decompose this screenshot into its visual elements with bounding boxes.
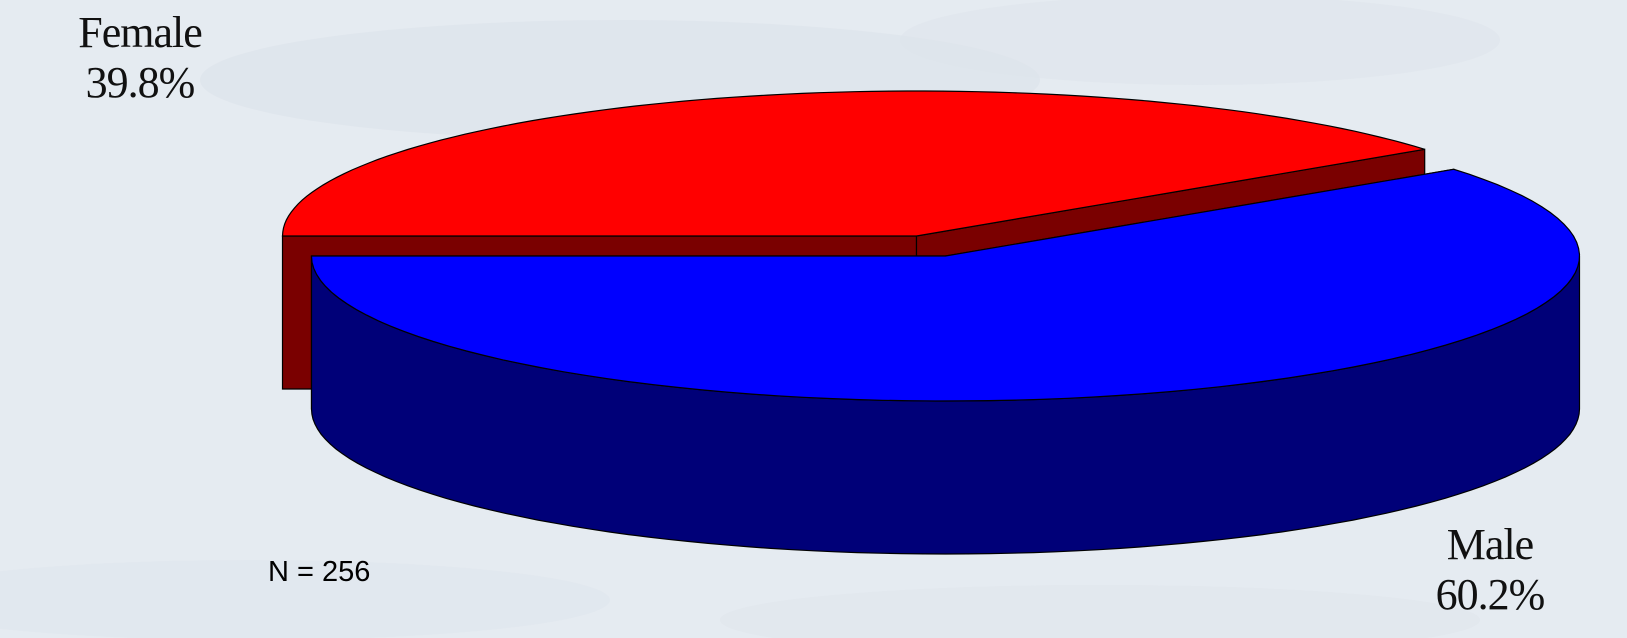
slice-label-male: Male 60.2% xyxy=(1380,520,1600,620)
slice-value-male: 60.2% xyxy=(1435,570,1546,619)
slice-top-male xyxy=(310,168,1581,402)
slice-name-female: Female xyxy=(78,8,203,57)
slice-name-male: Male xyxy=(1446,520,1534,569)
slice-male xyxy=(310,168,1581,555)
sample-size-note: N = 256 xyxy=(268,556,371,588)
slice-top-female xyxy=(281,90,1425,237)
slice-label-female: Female 39.8% xyxy=(30,8,250,108)
slice-value-female: 39.8% xyxy=(85,58,196,107)
